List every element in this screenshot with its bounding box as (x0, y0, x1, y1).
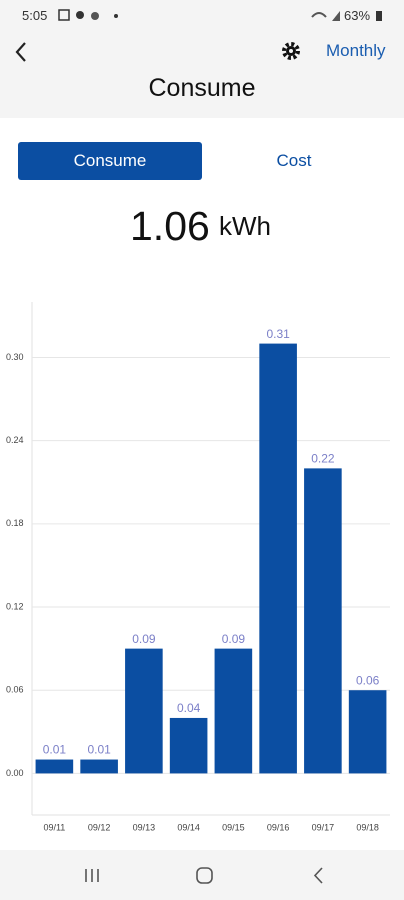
period-button[interactable]: Monthly (326, 41, 386, 60)
back-button[interactable] (10, 38, 34, 66)
page-title: Consume (148, 74, 256, 102)
x-tick-label: 09/16 (267, 822, 290, 832)
y-tick-label: 0.00 (6, 768, 24, 778)
value-label: 0.06 (356, 673, 380, 687)
x-tick-label: 09/14 (177, 822, 200, 832)
bar (214, 648, 253, 774)
x-tick-label: 09/13 (133, 822, 156, 832)
y-tick-label: 0.18 (6, 518, 24, 528)
battery-level: 63% (344, 8, 371, 23)
consume-tab[interactable]: Consume (18, 142, 202, 180)
chart: 0.00 0.06 0.12 0.18 0.24 0.30 09/11 0.01 09/12 0.… (6, 302, 390, 832)
bar (125, 648, 163, 774)
value-label: 0.22 (311, 452, 335, 466)
bar (259, 343, 297, 774)
y-tick-label: 0.06 (6, 685, 24, 695)
bar (348, 690, 387, 774)
total-value: 1.06 (130, 203, 210, 249)
value-label: 0.09 (132, 632, 156, 646)
battery-icon (376, 11, 382, 21)
y-tick-label: 0.12 (6, 601, 24, 611)
cost-tab[interactable]: Cost (276, 151, 312, 170)
x-tick-label: 09/12 (88, 822, 111, 832)
status-icons (58, 9, 118, 21)
bar (35, 759, 74, 774)
x-tick-label: 09/11 (43, 822, 65, 832)
y-tick-label: 0.30 (6, 352, 24, 362)
total-unit: kWh (219, 211, 271, 241)
x-tick-label: 09/17 (312, 822, 335, 832)
nav-bar (0, 850, 404, 900)
nav-buttons (85, 867, 323, 884)
value-label: 0.01 (87, 743, 111, 757)
value-label: 0.01 (43, 743, 67, 757)
status-time: 5:05 (22, 8, 48, 23)
bar (80, 759, 118, 774)
settings-button[interactable] (280, 40, 302, 62)
y-tick-label: 0.24 (6, 435, 24, 445)
x-tick-label: 09/15 (222, 822, 245, 832)
bar (169, 717, 208, 774)
x-tick-label: 09/18 (356, 822, 379, 832)
value-label: 0.09 (222, 632, 246, 646)
bar (304, 468, 342, 774)
signal-icons (311, 11, 340, 21)
value-label: 0.04 (177, 701, 201, 715)
value-label: 0.31 (266, 327, 290, 341)
